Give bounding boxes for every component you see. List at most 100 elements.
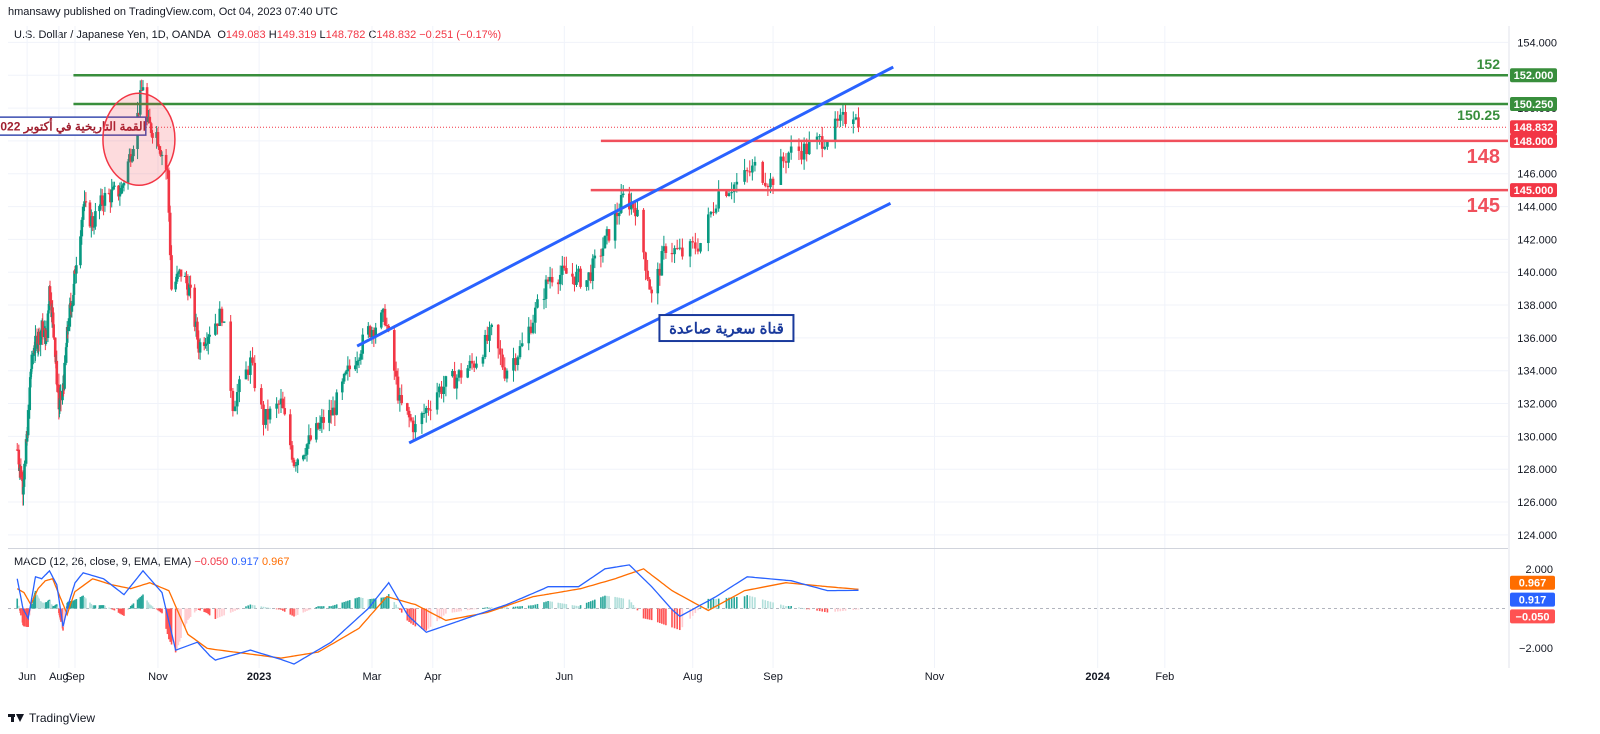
macd-hist-bar: [56, 606, 59, 609]
candle-body: [75, 265, 78, 274]
candle-body: [771, 178, 775, 185]
macd-hist-bar: [517, 606, 519, 609]
macd-hist-bar: [475, 608, 478, 610]
price-badge-text: 148.832: [1514, 122, 1554, 134]
footer-brand[interactable]: TradingView: [8, 711, 95, 725]
candle-body: [379, 312, 383, 328]
candle-body: [316, 423, 320, 429]
macd-hist-bar: [199, 608, 201, 611]
macd-hist-bar: [100, 605, 102, 609]
macd-hist-bar: [41, 602, 44, 609]
candle-body: [429, 409, 432, 411]
candle-body: [486, 334, 489, 341]
macd-hist-bar: [187, 608, 189, 620]
candle-body: [41, 321, 45, 338]
macd-hist-bar: [412, 608, 414, 625]
macd-hist-bar: [188, 608, 191, 619]
macd-hist-bar: [330, 606, 332, 609]
candle-body: [48, 286, 52, 302]
macd-badge-text: 0.917: [1519, 595, 1547, 607]
candle-body: [51, 312, 55, 325]
macd-hist-bar: [104, 605, 106, 609]
macd-hist-bar: [805, 608, 808, 610]
macd-hist-bar: [214, 608, 217, 619]
candle-body: [673, 248, 676, 255]
macd-hist-bar: [728, 597, 730, 609]
macd-hist-bar: [264, 607, 267, 609]
y-tick-label: 130.000: [1517, 431, 1557, 443]
candle-body: [34, 335, 37, 352]
candle-body: [305, 444, 309, 455]
macd-hist-bar: [195, 608, 197, 611]
macd-hist-bar: [45, 602, 48, 609]
candle-body: [453, 371, 456, 389]
macd-hist-bar: [751, 596, 754, 609]
macd-hist-bar: [282, 608, 284, 611]
macd-hist-bar: [614, 596, 616, 609]
macd-hist-bar: [253, 605, 256, 609]
candle-body: [47, 304, 51, 311]
candle-body: [30, 354, 34, 369]
candle-body: [650, 289, 653, 294]
macd-hist-bar: [710, 598, 712, 609]
candle-body: [24, 439, 28, 464]
macd-hist-bar: [748, 595, 751, 609]
macd-hist-bar: [650, 608, 653, 621]
macd-hist-bar: [661, 608, 663, 624]
candle-body: [156, 132, 160, 146]
macd-hist-bar: [466, 608, 469, 611]
macd-hist-bar: [836, 608, 839, 612]
macd-hist-bar: [501, 607, 504, 609]
macd-hist-bar: [81, 596, 83, 609]
macd-hist-bar: [530, 605, 532, 609]
x-tick-label: Feb: [1155, 671, 1174, 683]
candle-body: [187, 284, 191, 296]
annotation-box: [658, 314, 795, 343]
candle-body: [119, 187, 123, 194]
macd-hist-bar: [798, 607, 800, 609]
macd-hist-bar: [636, 608, 639, 611]
high-value: 149.319: [276, 29, 317, 41]
macd-hist-bar: [341, 602, 344, 609]
macd-hist-bar: [206, 608, 208, 613]
candle-body: [73, 270, 77, 274]
macd-hist-bar: [852, 608, 855, 610]
macd-badge: 0.967: [1510, 575, 1555, 590]
candle-body: [405, 403, 409, 411]
candle-body: [322, 417, 326, 423]
macd-hist-bar: [565, 604, 568, 609]
candle-body: [147, 116, 150, 122]
macd-hist-bar: [628, 599, 631, 609]
candle-body: [699, 243, 702, 252]
macd-hist-bar: [764, 600, 767, 609]
candle-body: [73, 270, 76, 284]
macd-hist-bar: [659, 608, 661, 624]
candle-body: [472, 363, 476, 368]
macd-hist-bar: [769, 601, 772, 609]
candle-body: [155, 132, 158, 138]
macd-hist-bar: [302, 608, 305, 613]
price-badge: 148.832: [1510, 120, 1557, 134]
macd-hist-bar: [408, 608, 410, 622]
y-tick-label: 136.000: [1517, 333, 1557, 345]
macd-badge-bg: [1510, 592, 1555, 607]
macd-hist-bar: [834, 608, 836, 612]
macd-hist-bar: [455, 608, 458, 612]
macd-hist-bar: [108, 607, 110, 609]
candle-body: [186, 283, 190, 296]
macd-hist-bar: [180, 608, 182, 638]
macd-hist-bar: [857, 608, 860, 610]
candle-body: [696, 248, 700, 252]
candle-body: [470, 360, 474, 364]
macd-hist-bar: [159, 608, 162, 613]
macd-hist-bar: [736, 596, 738, 609]
macd-hist-bar: [453, 608, 456, 613]
macd-hist-bar: [110, 608, 113, 610]
macd-hist-bar: [361, 597, 364, 609]
macd-y-tick-label: 2.000: [1525, 564, 1553, 576]
candle-body: [575, 271, 578, 285]
level-text-148: 148: [1467, 146, 1500, 168]
macd-hist-bar: [384, 597, 386, 609]
candle-body: [455, 377, 459, 389]
